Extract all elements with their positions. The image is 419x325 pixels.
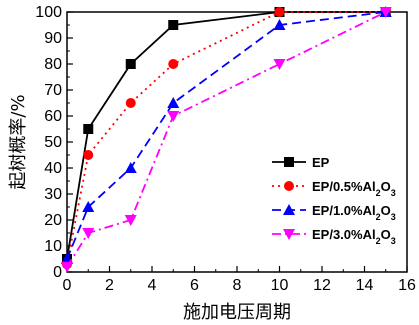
x-tick-label: 14 bbox=[356, 277, 374, 294]
y-tick-label: 70 bbox=[44, 82, 62, 99]
data-point bbox=[83, 124, 93, 134]
x-axis-title: 施加电压周期 bbox=[183, 302, 291, 323]
data-point bbox=[167, 97, 179, 108]
legend-label: EP bbox=[312, 155, 330, 170]
data-point bbox=[126, 98, 136, 108]
x-tick-label: 0 bbox=[63, 277, 72, 294]
y-tick-label: 80 bbox=[44, 56, 62, 73]
legend-label: EP/3.0%Al2O3 bbox=[312, 227, 396, 246]
legend-entry-0: EP bbox=[272, 155, 330, 170]
y-tick-label: 90 bbox=[44, 30, 62, 47]
x-tick-label: 6 bbox=[190, 277, 199, 294]
y-tick-label: 100 bbox=[35, 4, 62, 21]
data-point bbox=[275, 7, 285, 17]
data-point bbox=[167, 111, 179, 122]
data-point bbox=[61, 262, 73, 273]
legend-label: EP/0.5%Al2O3 bbox=[312, 179, 396, 198]
y-tick-label: 30 bbox=[44, 186, 62, 203]
data-point bbox=[168, 20, 178, 30]
y-tick-label: 10 bbox=[44, 238, 62, 255]
y-tick-label: 0 bbox=[53, 264, 62, 281]
legend-marker bbox=[284, 157, 294, 167]
data-point bbox=[125, 162, 137, 173]
legend-label: EP/1.0%Al2O3 bbox=[312, 203, 396, 222]
legend-entry-3: EP/3.0%Al2O3 bbox=[272, 227, 396, 246]
x-tick-label: 4 bbox=[148, 277, 157, 294]
data-point bbox=[82, 228, 94, 239]
axes: 0 2 4 6 8 10 12 14 16 0 10 20 30 40 50 60 70 80 90 100 bbox=[35, 4, 416, 294]
x-tick-label: 2 bbox=[105, 277, 114, 294]
data-point bbox=[83, 150, 93, 160]
x-tick-label: 12 bbox=[313, 277, 331, 294]
y-tick-label: 50 bbox=[44, 134, 62, 151]
x-tick-label: 16 bbox=[398, 277, 416, 294]
legend-marker bbox=[284, 181, 294, 191]
x-tick-label: 8 bbox=[233, 277, 242, 294]
y-tick-label: 60 bbox=[44, 108, 62, 125]
legend: EP EP/0.5%Al2O3 EP/1.0%Al2O3 EP/3.0%Al2O3 bbox=[272, 155, 396, 246]
x-tick-label: 10 bbox=[271, 277, 289, 294]
series-line bbox=[67, 12, 386, 259]
y-axis-title: 起树概率/% bbox=[8, 94, 29, 189]
series-line bbox=[67, 12, 386, 259]
y-tick-label: 20 bbox=[44, 212, 62, 229]
data-point bbox=[168, 59, 178, 69]
data-point bbox=[274, 59, 286, 70]
y-tick-label: 40 bbox=[44, 160, 62, 177]
legend-entry-1: EP/0.5%Al2O3 bbox=[272, 179, 396, 198]
legend-entry-2: EP/1.0%Al2O3 bbox=[272, 203, 396, 222]
data-point bbox=[126, 59, 136, 69]
